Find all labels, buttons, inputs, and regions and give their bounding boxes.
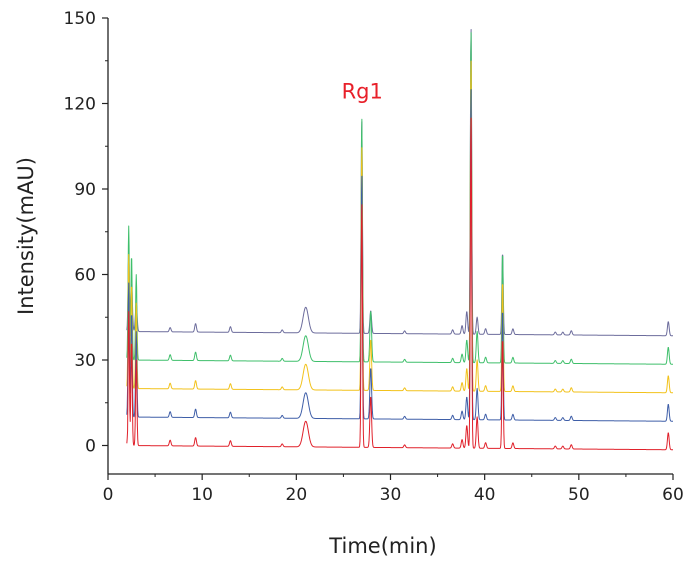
x-tick-label: 50	[568, 485, 590, 505]
series-line-2	[126, 89, 674, 422]
x-tick-label: 40	[474, 485, 496, 505]
y-axis-title: Intensity(mAU)	[14, 157, 38, 315]
x-tick-label: 60	[662, 485, 683, 505]
y-tick-label: 120	[64, 95, 96, 115]
peak-annotation: Rg1	[342, 80, 383, 104]
x-axis-title: Time(min)	[328, 534, 436, 558]
y-tick-label: 150	[64, 9, 96, 29]
y-tick-label: 90	[74, 180, 96, 200]
chart-annotations: Rg1	[342, 80, 383, 104]
x-tick-label: 0	[103, 485, 114, 505]
series-line-4	[126, 32, 674, 365]
y-tick-label: 60	[74, 266, 96, 286]
y-tick-label: 30	[74, 351, 96, 371]
chromatogram-traces	[126, 29, 674, 451]
x-tick-label: 10	[191, 485, 213, 505]
series-line-3	[126, 60, 674, 394]
series-line-1	[126, 117, 674, 451]
x-tick-label: 20	[286, 485, 308, 505]
y-tick-label: 0	[85, 437, 96, 457]
series-line-5	[126, 29, 674, 337]
chart-axes: 0 30 60 90 120 150 0 10 20 30 40 50 60	[64, 9, 683, 505]
x-tick-label: 30	[380, 485, 402, 505]
